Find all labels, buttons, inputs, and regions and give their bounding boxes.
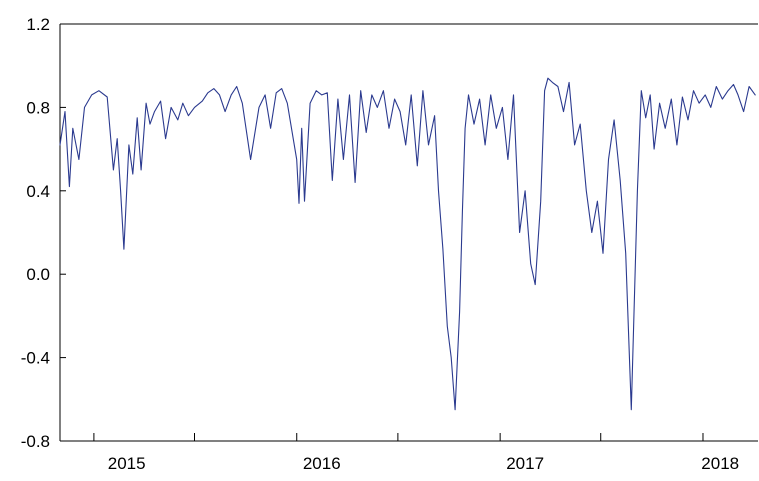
y-tick-label: 0.0 xyxy=(26,265,50,284)
axes-layer xyxy=(59,23,758,442)
x-tick-label: 2016 xyxy=(303,454,341,473)
series-layer xyxy=(59,77,756,411)
y-tick-label: -0.8 xyxy=(21,432,50,451)
x-tick-label: 2018 xyxy=(701,454,739,473)
y-tick-label: 1.2 xyxy=(26,15,50,34)
x-tick-label: 2017 xyxy=(506,454,544,473)
ticks-layer xyxy=(60,23,704,442)
y-tick-label: 0.4 xyxy=(26,182,50,201)
x-tick-label: 2015 xyxy=(108,454,146,473)
series-line xyxy=(59,77,756,411)
y-tick-label: 0.8 xyxy=(26,98,50,117)
labels-layer: 1.2 0.8 0.4 0.0 -0.4 -0.8 2015 2016 2017 2018 xyxy=(21,15,739,473)
y-tick-label: -0.4 xyxy=(21,349,50,368)
